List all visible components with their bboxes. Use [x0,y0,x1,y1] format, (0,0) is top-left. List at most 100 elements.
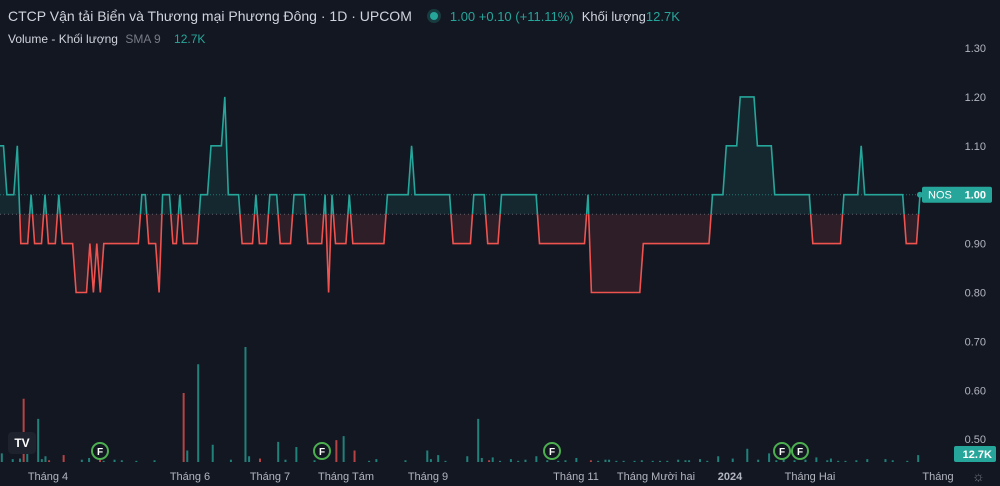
y-tick-label: 1.20 [965,92,986,104]
volume-bar [546,460,549,462]
financial-event-label: F [549,447,555,458]
volume-bar [40,459,43,462]
volume-bar [684,460,687,462]
volume-bar [517,460,520,462]
volume-bar [651,460,654,462]
volume-bar [855,460,858,462]
volume-bar [48,460,51,462]
gear-icon[interactable]: ☼ [972,468,985,484]
volume-bar [244,347,247,462]
volume-bar [477,418,480,462]
volume-bar [313,460,316,462]
volume-bar [153,460,156,462]
volume-bar [80,459,83,462]
y-tick-label: 1.10 [965,141,986,153]
price-tag [922,186,992,203]
volume-bar [444,460,447,462]
volume-bar [731,458,734,462]
volume-bar [826,460,829,462]
volume-tag-value: 12.7K [963,449,992,461]
x-axis-label: Tháng Mười hai [617,471,695,483]
volume-bar [44,456,47,462]
volume-bar [466,456,469,462]
volume-bar [884,459,887,462]
volume-bar [844,460,847,462]
volume-bar [746,448,749,462]
financial-event-icon[interactable] [773,442,791,460]
volume-bar [688,460,691,462]
volume-bar [37,418,40,462]
volume-bar [589,460,592,462]
volume-bar [26,450,29,462]
volume-bar [135,460,138,462]
financial-event-label: F [797,447,803,458]
volume-bar [342,436,345,462]
y-tick-label: 0.70 [965,336,986,348]
x-axis-label: Tháng 4 [28,471,68,483]
volume-bar [917,455,920,462]
volume-bar [633,460,636,462]
price-tag-value: 1.00 [965,190,986,202]
volume-label: Khối lượng [581,8,646,24]
volume-bar [499,460,501,462]
volume-bar [829,458,832,462]
volume-bar [88,457,91,462]
financial-event-label: F [319,447,325,458]
volume-bar [564,460,567,462]
volume-bar [277,441,280,462]
volume-bar [404,460,407,462]
volume-bar [608,459,611,462]
volume-bar [368,460,371,462]
volume-bar [197,364,200,462]
price-line-up [0,96,921,215]
y-tick-label: 0.90 [965,239,986,251]
volume-bar [437,455,440,462]
volume-bar [717,456,720,462]
volume-bar [535,456,538,462]
volume-bar [62,455,65,462]
chart-header: CTCP Vận tải Biển và Thương mại Phương Đ… [8,8,680,24]
volume-bar [837,460,840,462]
volume-indicator-name: Volume - Khối lượng [8,32,118,46]
volume-bar [557,460,560,462]
volume-bar [604,459,607,462]
volume-bar [509,459,512,462]
volume-bar [19,458,21,462]
financial-event-label: F [779,447,785,458]
volume-bar [804,459,807,462]
tradingview-logo-icon[interactable]: TV [8,432,36,454]
market-status-icon [429,12,438,20]
volume-bar [182,393,185,462]
financial-event-icon[interactable] [313,442,331,460]
volume-bar [793,460,796,462]
volume-bar [113,459,116,462]
financial-event-icon[interactable] [543,442,561,460]
volume-bar [757,459,760,462]
volume-bar [906,460,909,462]
price-line-down [18,214,920,294]
volume-bar [229,459,232,462]
volume-bar [11,459,14,462]
x-axis-label: Tháng 7 [250,471,290,483]
volume-legend[interactable]: Volume - Khối lượng SMA 9 12.7K [8,32,205,46]
volume-bar [335,440,338,462]
volume-bar [102,460,105,462]
volume-bar [491,457,494,462]
symbol-title[interactable]: CTCP Vận tải Biển và Thương mại Phương Đ… [8,8,412,24]
y-tick-label: 1.30 [965,43,986,55]
x-axis-label: Tháng 9 [408,471,448,483]
x-axis-label: Tháng 6 [170,471,210,483]
financial-event-icon[interactable] [791,442,809,460]
financial-event-icon[interactable] [91,442,109,460]
volume-bar [0,453,3,462]
volume-bar [575,457,578,462]
volume-sma-label: SMA 9 [125,32,161,46]
y-tick-label: 0.60 [965,385,986,397]
volume-bar [524,459,527,462]
volume-bar [615,460,618,462]
x-axis-label: Tháng Tám [318,471,374,483]
y-tick-label: 0.50 [965,434,986,446]
volume-bar [488,460,491,462]
volume-bar [22,398,25,462]
